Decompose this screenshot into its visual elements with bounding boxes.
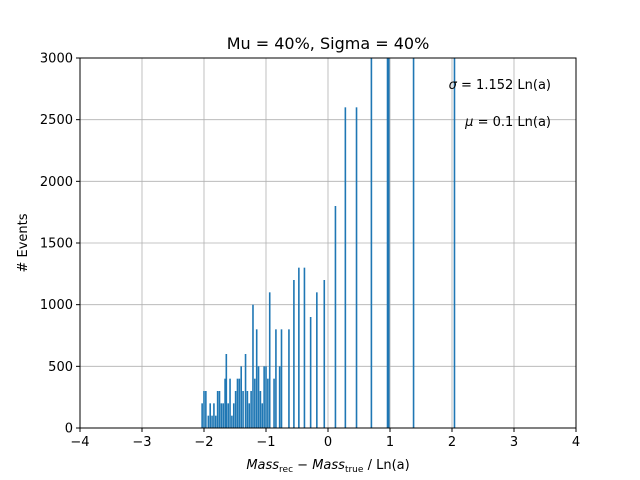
histogram-bar (238, 378, 241, 428)
x-tick-label: −1 (256, 435, 275, 450)
x-axis-ticks: −4 −3 −2 −1 0 1 2 3 4 (70, 428, 580, 450)
histogram-bar (355, 107, 358, 428)
sigma-annotation: σ = 1.152 Ln(a) (449, 78, 551, 93)
histogram-bar (220, 403, 223, 428)
grid-lines (79, 57, 577, 429)
histogram-bar (218, 391, 221, 428)
histogram-bar (323, 280, 326, 428)
x-tick-label: −3 (132, 435, 151, 450)
histogram-bar (344, 107, 347, 428)
x-label-unit: / Ln(a) (363, 458, 409, 473)
histogram-bar (211, 415, 213, 428)
histogram-bar (316, 292, 318, 428)
mu-annotation: μ = 0.1 Ln(a) (464, 115, 551, 130)
x-label-minus: − (293, 458, 312, 473)
x-tick-label: −4 (70, 435, 89, 450)
histogram-bar (370, 58, 373, 428)
histogram-bar (254, 378, 256, 428)
histogram-bar (278, 366, 281, 428)
histogram-bar (257, 366, 260, 428)
mu-value: = 0.1 Ln(a) (473, 115, 551, 130)
histogram-bar (234, 391, 237, 428)
histogram-bar (309, 317, 312, 428)
x-axis-label: Massrec − Masstrue / Ln(a) (246, 458, 409, 475)
histogram-bar (205, 391, 207, 428)
chart-title: Mu = 40%, Sigma = 40% (227, 34, 430, 53)
y-axis-ticks: 0 500 1000 1500 2000 2500 3000 (40, 52, 80, 437)
x-tick-label: 4 (572, 435, 580, 450)
histogram-bar (227, 403, 229, 428)
y-tick-label: 1000 (40, 298, 73, 313)
histogram-bar (267, 378, 269, 428)
histogram-bar (213, 403, 215, 428)
sigma-value: = 1.152 Ln(a) (457, 78, 551, 93)
histogram-bar (209, 403, 211, 428)
histogram-bar (236, 378, 239, 428)
histogram-bar (240, 366, 242, 428)
histogram-bar (334, 206, 337, 428)
y-tick-label: 1500 (40, 237, 73, 252)
histogram-bar (207, 415, 210, 428)
histogram-bar (203, 391, 205, 428)
histogram-bar (387, 58, 390, 428)
histogram-bar (232, 403, 235, 428)
histogram-bar (201, 403, 203, 428)
histogram-bar (214, 415, 217, 428)
histogram-bar (246, 391, 249, 428)
histogram-bar (248, 403, 251, 428)
bar-series (201, 58, 456, 428)
histogram-bar (231, 415, 233, 428)
x-tick-label: −2 (194, 435, 213, 450)
histogram-bar (275, 329, 277, 428)
x-label-sub-true: true (345, 465, 364, 475)
y-tick-label: 2000 (40, 175, 73, 190)
histogram-bar (216, 391, 219, 428)
y-axis-label: # Events (16, 213, 31, 272)
histogram-bar (225, 354, 228, 428)
histogram-bar (412, 58, 415, 428)
histogram-bar (229, 378, 231, 428)
x-label-sub-rec: rec (279, 465, 293, 475)
histogram-bar (268, 292, 271, 428)
x-tick-label: 3 (510, 435, 518, 450)
histogram-bar (386, 58, 389, 428)
mu-symbol: μ (464, 115, 473, 130)
sigma-symbol: σ (449, 78, 458, 93)
x-tick-label: 0 (324, 435, 332, 450)
y-tick-label: 2500 (40, 113, 73, 128)
y-tick-label: 3000 (40, 52, 73, 67)
histogram-bar (273, 378, 275, 428)
histogram-bar (261, 403, 264, 428)
histogram-bar (263, 366, 265, 428)
histogram-bar (244, 354, 247, 428)
x-tick-label: 2 (448, 435, 456, 450)
histogram-bar (242, 391, 244, 428)
histogram-bar (298, 267, 300, 428)
histogram-bar (265, 366, 267, 428)
histogram-bar (293, 280, 295, 428)
histogram-bar (259, 391, 262, 428)
x-label-mass-rec: Mass (246, 458, 279, 473)
histogram-bar (250, 391, 252, 428)
histogram-bar (224, 378, 226, 428)
histogram-bar (252, 304, 254, 428)
histogram-bar (222, 403, 225, 428)
x-label-mass-true: Mass (312, 458, 345, 473)
histogram-bar (303, 267, 306, 428)
histogram-bar (255, 329, 258, 428)
histogram-bar (280, 329, 283, 428)
y-tick-label: 0 (65, 422, 73, 437)
x-tick-label: 1 (386, 435, 394, 450)
histogram-bar (453, 58, 456, 428)
y-tick-label: 500 (48, 360, 73, 375)
histogram-bar (288, 329, 290, 428)
